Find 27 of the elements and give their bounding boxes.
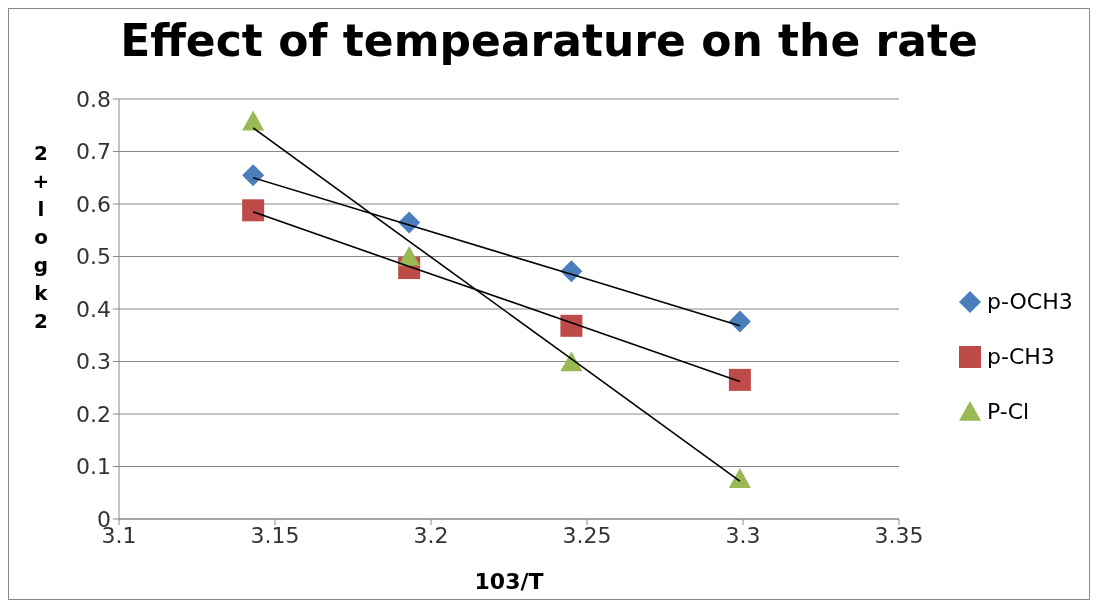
x-tick-label: 3.2 (413, 522, 449, 548)
point (728, 310, 751, 333)
x-tick-label: 3.25 (562, 522, 612, 548)
point (242, 110, 265, 131)
y-tick-label: 0.1 (76, 454, 111, 480)
y-tick-label: 0.5 (76, 244, 111, 270)
point (242, 164, 265, 187)
point (728, 368, 751, 391)
y-tick-label: 0.2 (76, 401, 111, 427)
chart-title: Effect of tempearature on the rate (119, 15, 979, 66)
legend-label: p-CH3 (987, 344, 1055, 369)
y-tick-label: 0.8 (76, 86, 111, 112)
legend-label: P-Cl (987, 399, 1030, 424)
x-tick-label: 3.35 (874, 522, 924, 548)
point (398, 246, 421, 266)
y-tick-label: 0.4 (76, 296, 111, 322)
y-axis-title: 2+logk2 (31, 140, 51, 335)
legend-label: p-OCH3 (987, 289, 1073, 314)
x-tick-label: 3.15 (250, 522, 300, 548)
point (242, 199, 265, 222)
point (560, 314, 583, 337)
y-tick-label: 0.6 (76, 191, 111, 217)
x-tick-label: 3.3 (725, 522, 761, 548)
x-axis-title: 103/T (474, 569, 544, 594)
y-tick-label: 0.3 (76, 349, 111, 375)
point (728, 468, 751, 488)
y-tick-label: 0.7 (76, 139, 111, 165)
